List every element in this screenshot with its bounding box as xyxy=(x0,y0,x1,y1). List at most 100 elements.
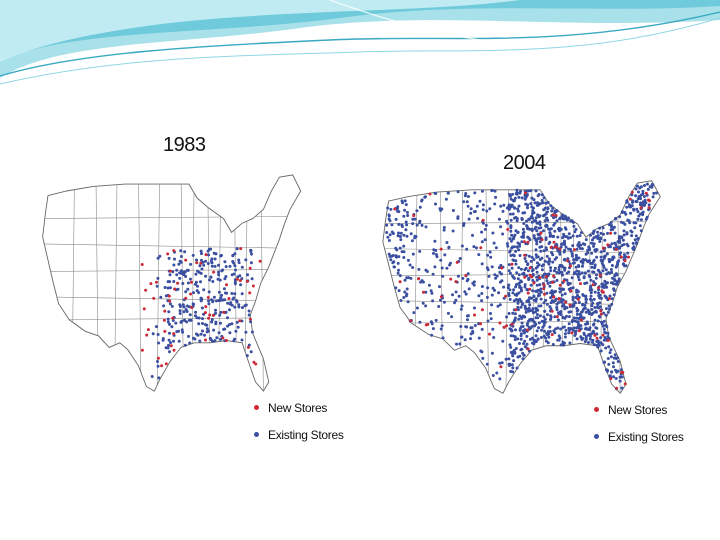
existing-store-dot xyxy=(590,262,594,265)
new-store-dot xyxy=(597,286,600,290)
existing-store-dot xyxy=(530,196,534,200)
existing-store-dot xyxy=(572,316,576,320)
existing-store-dot xyxy=(402,250,406,254)
existing-store-dot xyxy=(441,336,445,340)
new-store-dot xyxy=(464,274,468,277)
existing-store-dot xyxy=(244,330,248,334)
existing-store-dot xyxy=(440,324,444,328)
existing-store-dot xyxy=(207,302,211,306)
existing-store-dot xyxy=(221,268,225,272)
existing-store-dot xyxy=(610,242,614,246)
existing-store-dot xyxy=(526,269,530,273)
existing-store-dot xyxy=(598,226,602,230)
new-store-dot xyxy=(549,245,553,249)
existing-store-dot xyxy=(385,231,389,234)
existing-store-dot xyxy=(550,251,554,255)
existing-store-dot xyxy=(394,286,398,290)
existing-store-dot xyxy=(434,202,437,206)
new-store-dot xyxy=(621,370,625,374)
existing-store-dot xyxy=(561,316,565,320)
existing-store-dot xyxy=(156,360,159,363)
existing-store-dot xyxy=(604,295,608,299)
existing-store-dot xyxy=(168,322,171,326)
existing-store-dot xyxy=(575,272,579,276)
existing-store-dot xyxy=(524,259,528,263)
existing-store-dot xyxy=(612,288,616,291)
existing-store-dot xyxy=(639,218,643,222)
existing-store-dot xyxy=(531,318,535,322)
existing-store-dot xyxy=(179,269,183,273)
existing-store-dot xyxy=(419,280,423,284)
existing-store-dot xyxy=(523,304,527,308)
existing-store-dot xyxy=(402,296,406,299)
existing-store-dot xyxy=(522,271,526,275)
existing-store-dot xyxy=(564,328,568,332)
existing-store-dot xyxy=(520,321,524,325)
existing-store-dot xyxy=(557,334,561,338)
new-store-dot xyxy=(189,292,193,296)
existing-store-dot xyxy=(199,332,203,336)
existing-store-dot xyxy=(409,232,413,236)
new-store-dot xyxy=(498,321,502,325)
existing-store-dot xyxy=(573,230,577,234)
existing-store-dot xyxy=(571,261,575,265)
new-store-dot xyxy=(630,190,634,194)
new-store-dot xyxy=(500,266,504,270)
existing-store-dot xyxy=(399,299,403,302)
new-store-dot xyxy=(539,231,543,235)
existing-store-dot xyxy=(217,331,221,335)
existing-store-dot xyxy=(534,253,538,257)
existing-store-dot xyxy=(526,322,529,326)
existing-store-dot xyxy=(485,209,489,213)
existing-store-dot xyxy=(508,297,512,301)
existing-store-dot xyxy=(580,337,584,340)
existing-store-dot xyxy=(600,320,603,324)
existing-store-dot xyxy=(610,302,614,306)
existing-store-dot xyxy=(542,249,546,253)
existing-store-dot xyxy=(389,207,393,211)
existing-store-dot xyxy=(199,298,203,302)
existing-store-dot xyxy=(521,227,525,231)
existing-store-dot xyxy=(184,308,188,311)
existing-store-dot xyxy=(563,268,567,272)
existing-store-dot xyxy=(224,265,228,269)
new-store-dot xyxy=(540,238,544,242)
existing-store-dot xyxy=(406,258,410,262)
existing-store-dot xyxy=(233,252,237,256)
new-store-dot xyxy=(164,362,168,366)
existing-store-dot xyxy=(491,327,495,331)
existing-store-dot xyxy=(183,250,187,254)
existing-store-dot xyxy=(192,302,196,306)
new-store-dot xyxy=(538,276,542,280)
existing-store-dot xyxy=(634,234,638,238)
existing-store-dot xyxy=(237,305,241,309)
existing-store-dot xyxy=(211,280,215,283)
existing-store-dot xyxy=(236,325,240,329)
existing-store-dot xyxy=(571,286,575,290)
existing-store-dot xyxy=(438,207,442,211)
existing-store-dot xyxy=(549,301,553,305)
existing-store-dot xyxy=(511,258,515,262)
existing-store-dot xyxy=(527,325,531,329)
new-store-dot xyxy=(152,296,156,300)
existing-store-dot xyxy=(232,272,236,276)
existing-store-dot xyxy=(514,328,517,332)
existing-store-dot xyxy=(457,294,461,298)
existing-store-dot xyxy=(431,272,435,276)
existing-store-dot xyxy=(530,229,534,232)
existing-store-dot xyxy=(532,206,535,210)
existing-store-dot xyxy=(574,227,578,231)
existing-store-dot xyxy=(430,333,434,337)
existing-store-dot xyxy=(250,330,254,334)
existing-store-dot xyxy=(592,242,596,246)
existing-store-dot xyxy=(560,242,563,246)
existing-store-dot xyxy=(486,286,490,290)
existing-store-dot xyxy=(516,355,520,359)
new-store-dot xyxy=(639,206,643,210)
existing-store-dot xyxy=(545,216,549,220)
existing-store-dot xyxy=(538,240,542,244)
existing-store-dot xyxy=(630,234,634,238)
existing-store-dot xyxy=(598,315,602,319)
new-store-dot xyxy=(163,329,167,333)
existing-store-dot xyxy=(592,331,596,335)
